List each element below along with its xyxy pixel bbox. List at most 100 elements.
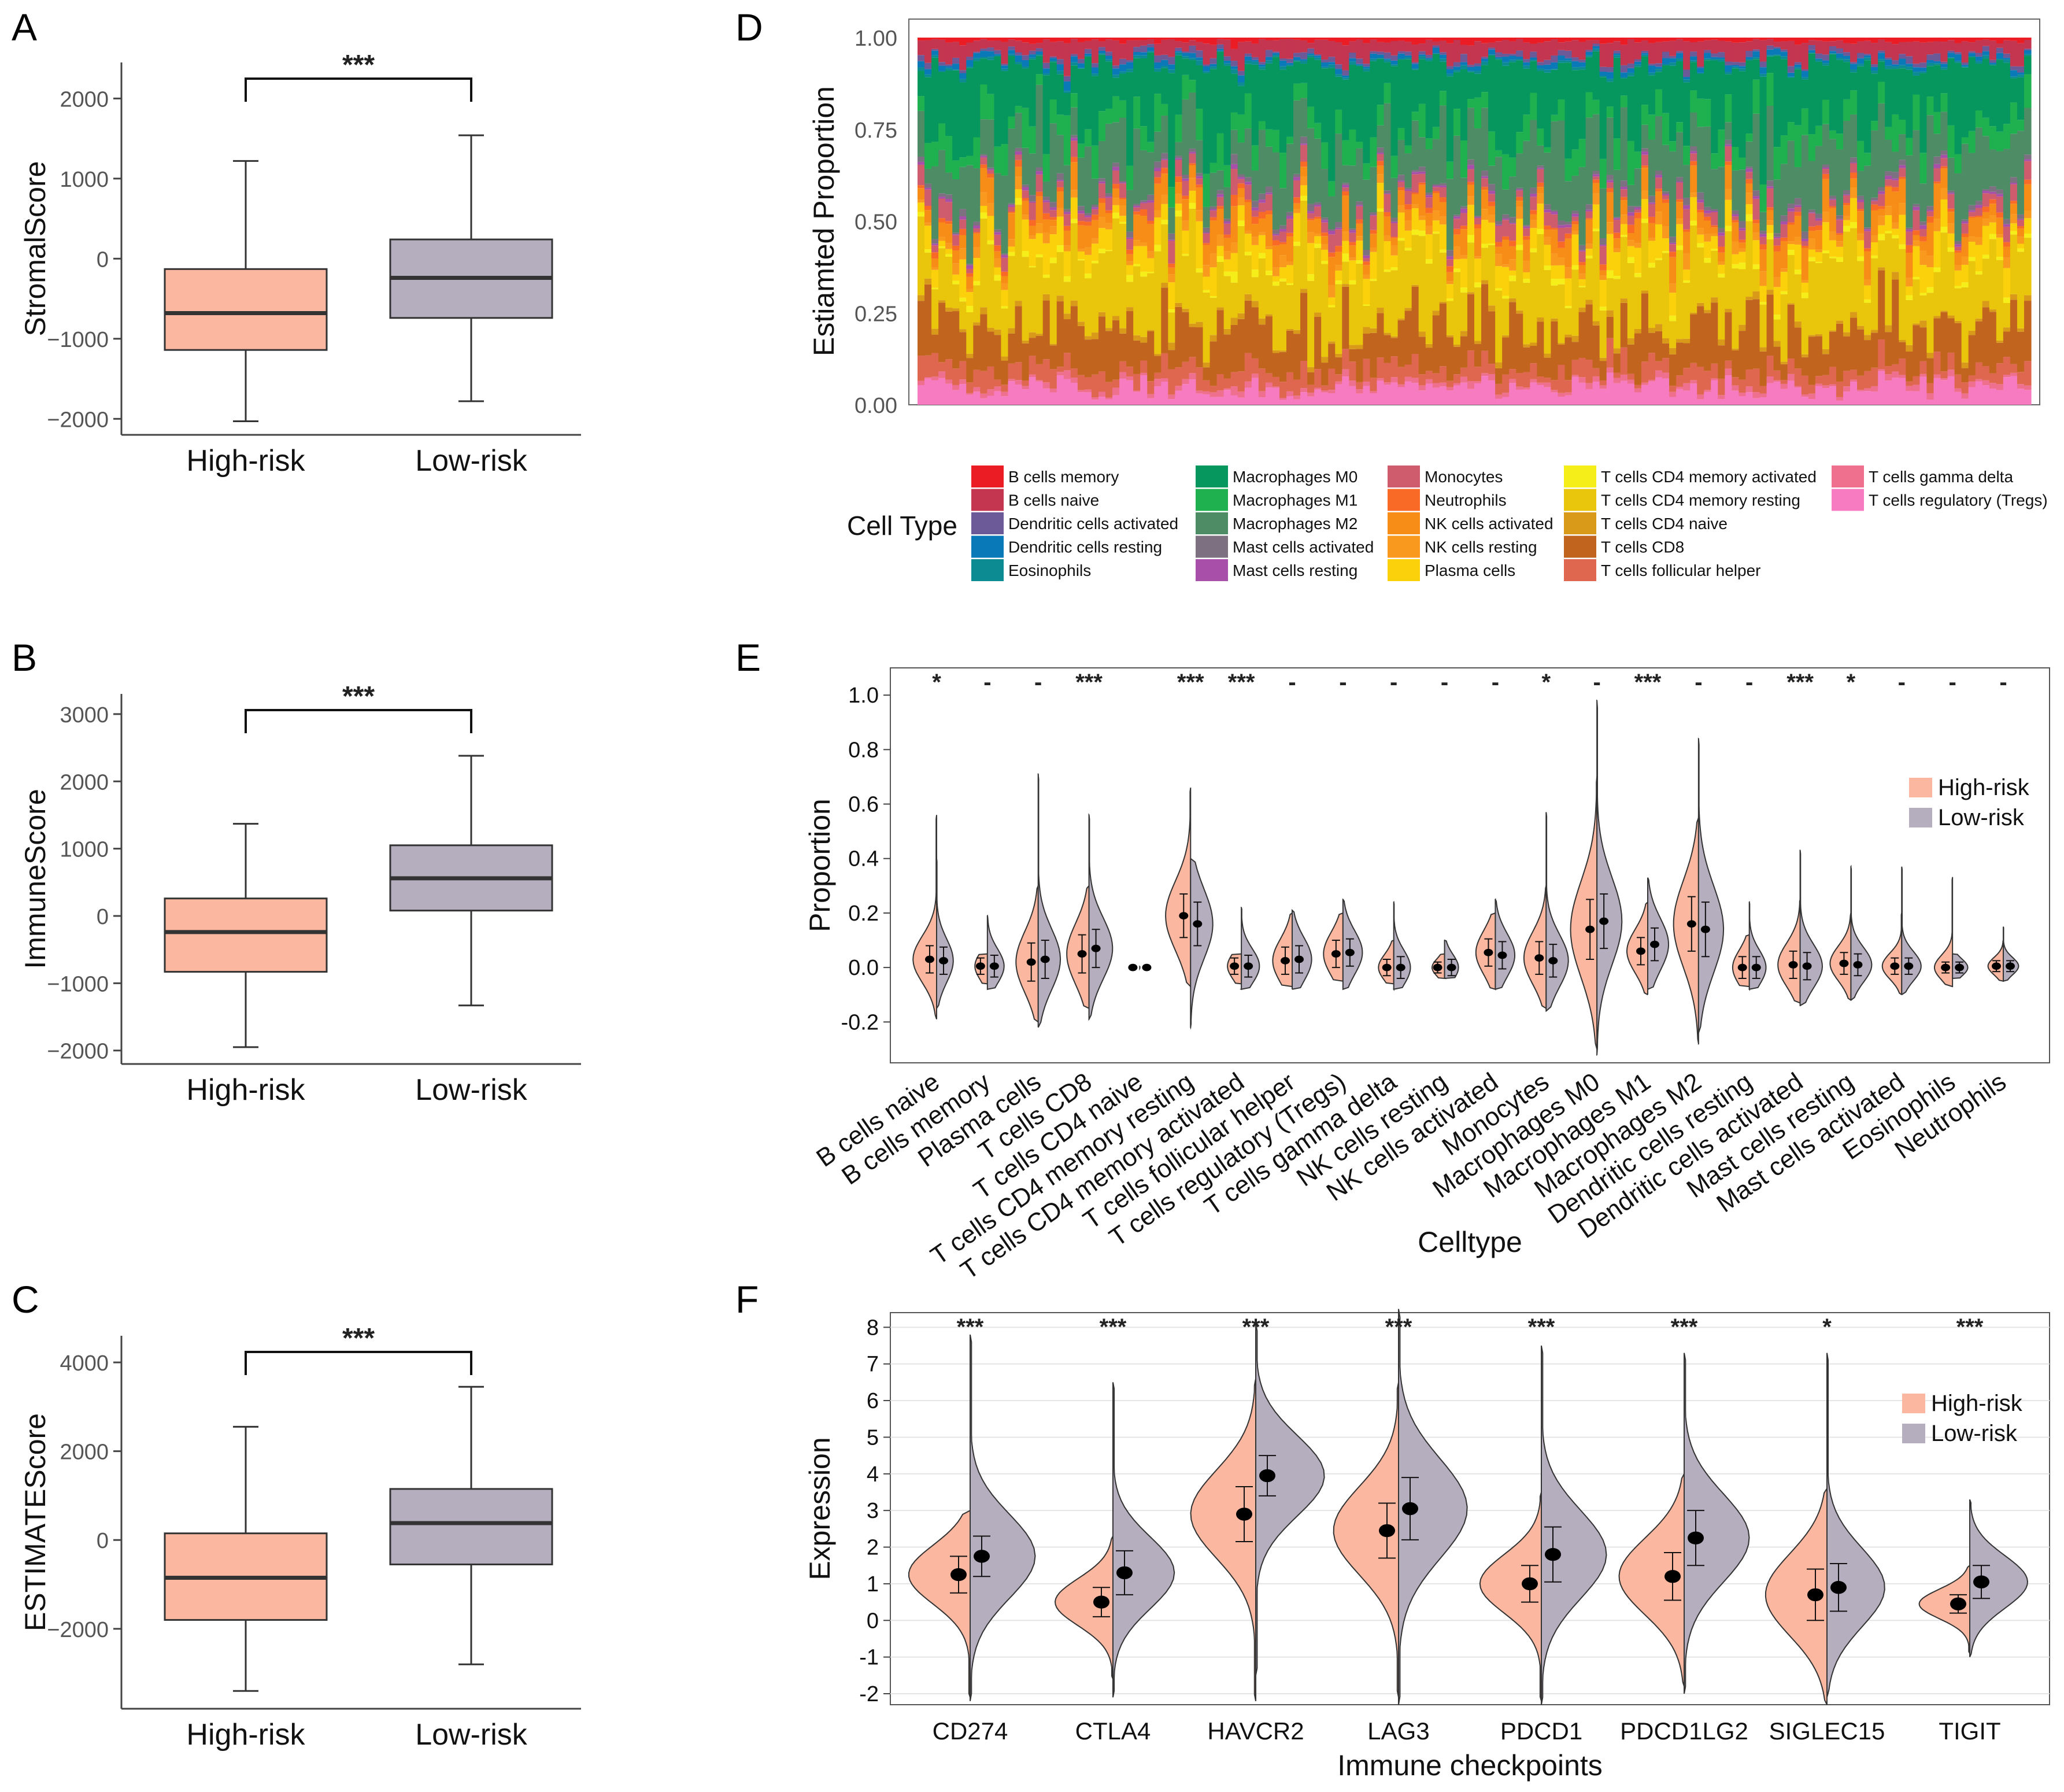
bar-segment (1307, 280, 1315, 367)
bar-segment (1384, 269, 1392, 272)
bar-segment (1655, 370, 1663, 378)
bar-segment (1286, 261, 1294, 265)
bar-segment (1432, 139, 1440, 184)
bar-segment (1279, 267, 1287, 279)
bar-segment (1126, 165, 1134, 190)
bar-segment (2017, 226, 2025, 229)
bar-segment (1230, 130, 1238, 154)
bar-segment (1683, 253, 1691, 270)
bar-segment (1711, 212, 1718, 226)
legend-label: Macrophages M0 (1233, 468, 1357, 486)
bar-segment (1836, 381, 1844, 397)
bar-segment (1801, 282, 1809, 293)
bar-segment (2017, 220, 2025, 227)
bar-segment (1780, 221, 1788, 224)
bar-segment (1168, 309, 1175, 313)
bar-segment (1049, 38, 1057, 42)
bar-segment (1906, 155, 1913, 228)
bar-segment (959, 332, 967, 361)
bar-segment (1509, 224, 1516, 241)
bar-segment (1335, 69, 1342, 75)
bar-segment (1704, 220, 1711, 234)
bar-segment (1077, 260, 1085, 322)
bar-segment (987, 169, 995, 171)
bar-segment (1662, 343, 1670, 359)
bar-segment (1627, 257, 1635, 263)
bar-segment (1850, 69, 1858, 73)
bar-segment (1585, 219, 1593, 244)
bar-segment (1467, 38, 1475, 46)
bar-segment (1321, 261, 1329, 264)
bar-segment (1892, 191, 1899, 223)
bar-segment (1077, 225, 1085, 249)
bar-segment (1954, 374, 1962, 389)
bar-segment (973, 387, 981, 392)
bar-segment (1363, 359, 1371, 382)
bar-segment (1293, 39, 1301, 53)
bar-segment (1411, 69, 1419, 112)
violin-low (1342, 898, 1363, 991)
bar-segment (1954, 320, 1962, 323)
bar-segment (1857, 234, 1865, 241)
bar-segment (1787, 208, 1795, 212)
bar-segment (1662, 253, 1670, 339)
bar-segment (1314, 202, 1322, 205)
bar-segment (1732, 254, 1740, 264)
bar-segment (1175, 216, 1183, 303)
bar-segment (938, 241, 946, 247)
bar-segment (1008, 56, 1016, 117)
bar-segment (980, 314, 987, 371)
bar-segment (1314, 247, 1322, 313)
bar-segment (1314, 60, 1322, 123)
bar-segment (1613, 232, 1621, 239)
bar-segment (1384, 60, 1392, 62)
bar-segment (1015, 167, 1023, 177)
bar-segment (1919, 376, 1928, 405)
bar-segment (1035, 364, 1044, 380)
bar-segment (1446, 298, 1454, 301)
bar-segment (1223, 63, 1231, 66)
bar-segment (1015, 147, 1023, 152)
mean-point (1853, 961, 1863, 969)
bar-segment (1425, 343, 1433, 348)
bar-segment (1954, 43, 1962, 53)
bar-segment (1906, 252, 1913, 278)
sample-bar (1432, 38, 1440, 405)
bar-segment (1885, 69, 1892, 127)
bar-segment (966, 273, 974, 277)
bar-segment (938, 371, 946, 378)
bar-segment (924, 226, 932, 250)
bar-segment (924, 205, 932, 210)
bar-segment (1752, 291, 1760, 300)
bar-segment (1446, 69, 1454, 74)
bar-segment (1808, 399, 1816, 405)
bar-segment (1996, 58, 2004, 60)
bar-segment (1300, 38, 1308, 40)
bar-segment (1530, 228, 1537, 249)
bar-segment (1961, 237, 1969, 257)
bar-segment (1725, 146, 1732, 162)
bar-segment (1571, 216, 1580, 221)
bar-segment (1662, 145, 1670, 192)
bar-segment (1606, 270, 1614, 279)
bar-segment (1154, 68, 1162, 72)
bar-segment (945, 68, 953, 71)
bar-segment (1175, 210, 1183, 217)
bar-segment (1411, 38, 1419, 45)
bar-segment (1975, 217, 1983, 238)
bar-segment (1265, 316, 1273, 374)
significance-bracket (245, 1351, 472, 1375)
bar-segment (1439, 366, 1447, 383)
bar-segment (1940, 311, 1948, 312)
bar-segment (1474, 341, 1482, 344)
bar-segment (1446, 301, 1454, 335)
bar-segment (1940, 154, 1948, 158)
bar-segment (1112, 122, 1120, 163)
bar-segment (1384, 42, 1392, 53)
bar-segment (1885, 231, 1892, 234)
bar-segment (1140, 342, 1148, 361)
panel-label: A (12, 6, 37, 49)
bar-segment (1829, 41, 1837, 46)
bar-segment (1850, 43, 1858, 62)
bar-segment (1119, 221, 1127, 224)
